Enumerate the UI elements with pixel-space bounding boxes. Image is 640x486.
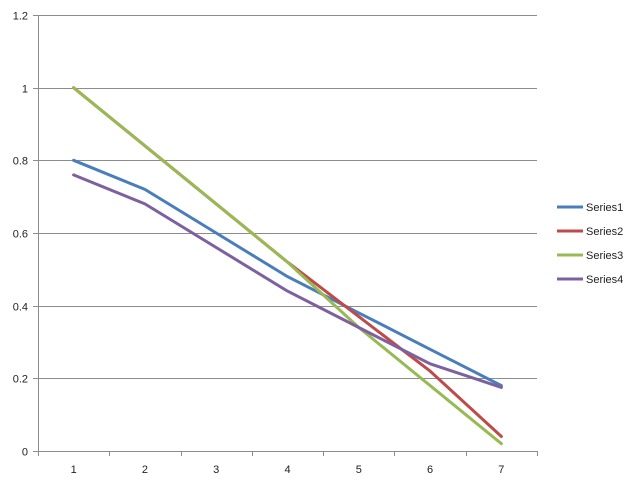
legend-label: Series4 xyxy=(586,274,623,286)
y-tick-label: 0.2 xyxy=(13,374,28,386)
y-tick-label: 0.4 xyxy=(13,302,28,314)
x-tick-label: 1 xyxy=(71,464,77,476)
x-axis-ticks: 1 2 3 4 5 6 7 xyxy=(38,451,538,476)
series-line-3 xyxy=(72,86,503,446)
y-tick-label: 1.2 xyxy=(13,11,28,23)
legend-label: Series3 xyxy=(586,250,623,262)
y-tick-label: 0.8 xyxy=(13,156,28,168)
x-tick-label: 6 xyxy=(427,464,433,476)
y-tick-label: 1 xyxy=(22,84,28,96)
y-tick-label: 0.6 xyxy=(13,229,28,241)
series-line-1 xyxy=(72,158,503,388)
y-tick-label: 0 xyxy=(22,447,28,459)
legend: Series1 Series2 Series3 Series4 xyxy=(557,202,623,286)
series-lines xyxy=(72,86,503,446)
x-tick-label: 5 xyxy=(356,464,362,476)
legend-label: Series1 xyxy=(586,202,623,214)
x-tick-label: 2 xyxy=(142,464,148,476)
axes xyxy=(38,15,537,452)
y-axis-ticks: 0 0.2 0.4 0.6 0.8 1 1.2 xyxy=(13,11,38,459)
legend-label: Series2 xyxy=(586,226,623,238)
gridlines xyxy=(38,15,537,379)
x-tick-label: 3 xyxy=(213,464,219,476)
x-tick-label: 4 xyxy=(284,464,290,476)
x-tick-label: 7 xyxy=(498,464,504,476)
series-line-4 xyxy=(72,173,503,389)
